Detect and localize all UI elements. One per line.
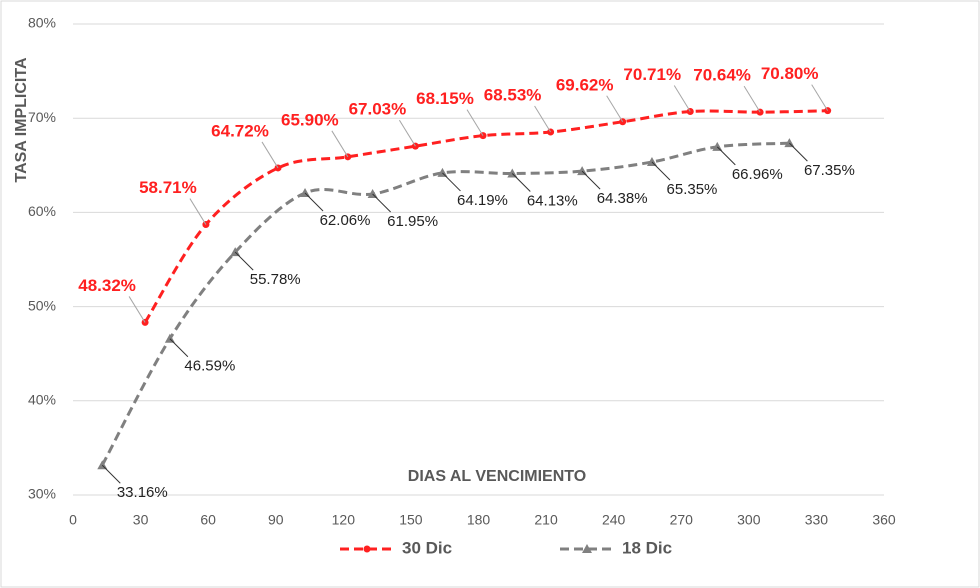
x-tick-label: 150 (399, 512, 423, 528)
point-marker (784, 138, 795, 148)
leader-line (534, 105, 552, 133)
leader-line (511, 173, 531, 192)
x-tick-label: 300 (737, 512, 761, 528)
point-marker (712, 141, 723, 151)
leader-line (169, 338, 189, 358)
series-line (100, 141, 790, 466)
data-label: 65.90% (281, 110, 339, 129)
leader-line (789, 142, 808, 162)
point-marker (367, 189, 378, 199)
leader-line (101, 464, 121, 484)
x-tick-label: 270 (670, 512, 694, 528)
data-label: 68.15% (416, 89, 474, 108)
y-tick-label: 50% (28, 297, 56, 313)
y-tick-label: 80% (28, 15, 56, 31)
data-label: 66.96% (732, 166, 783, 183)
leader-line (261, 141, 279, 169)
x-tick-label: 210 (534, 512, 558, 528)
legend-marker (363, 545, 371, 553)
y-tick-label: 70% (28, 109, 56, 125)
leader-line (331, 130, 349, 158)
data-label: 70.64% (693, 66, 751, 85)
y-axis-label: TASA IMPLICITA (13, 57, 30, 182)
data-label: 64.13% (527, 192, 578, 209)
leader-line (811, 84, 829, 111)
leader-line (606, 95, 624, 123)
legend-marker (582, 544, 592, 553)
leader-line (743, 85, 761, 113)
leader-line (651, 161, 671, 181)
data-label: 67.35% (804, 162, 855, 179)
leader-line (581, 170, 601, 190)
leader-line (398, 119, 416, 147)
data-label: 67.03% (349, 100, 407, 119)
y-tick-label: 30% (28, 486, 56, 502)
data-label: 46.59% (184, 358, 235, 375)
x-tick-label: 120 (332, 512, 356, 528)
x-tick-label: 180 (467, 512, 491, 528)
point-marker (507, 168, 518, 178)
x-tick-label: 60 (200, 512, 216, 528)
leader-line (716, 146, 736, 166)
legend-label: 18 Dic (622, 538, 672, 557)
point-marker (577, 166, 588, 176)
x-tick-label: 240 (602, 512, 626, 528)
y-tick-label: 60% (28, 203, 56, 219)
point-marker (437, 167, 448, 177)
data-label: 64.38% (597, 190, 648, 207)
data-label: 69.62% (556, 75, 614, 94)
data-label: 55.78% (250, 271, 301, 288)
point-marker (646, 157, 657, 167)
point-marker (164, 333, 175, 343)
data-label: 68.53% (484, 86, 542, 105)
series-line (143, 109, 828, 324)
data-label: 64.19% (457, 192, 508, 209)
data-label: 65.35% (667, 181, 718, 198)
x-axis-label: DIAS AL VENCIMIENTO (408, 468, 586, 485)
data-label: 61.95% (387, 213, 438, 230)
data-label: 64.72% (211, 121, 269, 140)
leader-line (234, 251, 254, 271)
x-tick-label: 0 (69, 512, 77, 528)
data-label: 48.32% (78, 276, 136, 295)
data-label: 70.80% (761, 64, 819, 83)
x-tick-label: 330 (805, 512, 829, 528)
leader-line (128, 296, 146, 323)
y-tick-label: 40% (28, 392, 56, 408)
data-label: 62.06% (320, 212, 371, 229)
leader-line (372, 193, 391, 213)
data-label: 58.71% (139, 178, 197, 197)
x-tick-label: 90 (268, 512, 284, 528)
leader-line (673, 85, 691, 112)
leader-line (189, 198, 207, 225)
point-marker (230, 247, 241, 257)
x-tick-label: 30 (133, 512, 149, 528)
x-tick-label: 360 (872, 512, 896, 528)
leader-line (466, 109, 484, 136)
leader-line (304, 192, 324, 212)
leader-line (442, 172, 461, 192)
legend-label: 30 Dic (402, 538, 452, 557)
data-label: 33.16% (117, 484, 168, 501)
data-label: 70.71% (623, 65, 681, 84)
point-marker (97, 460, 108, 470)
point-marker (300, 187, 311, 197)
